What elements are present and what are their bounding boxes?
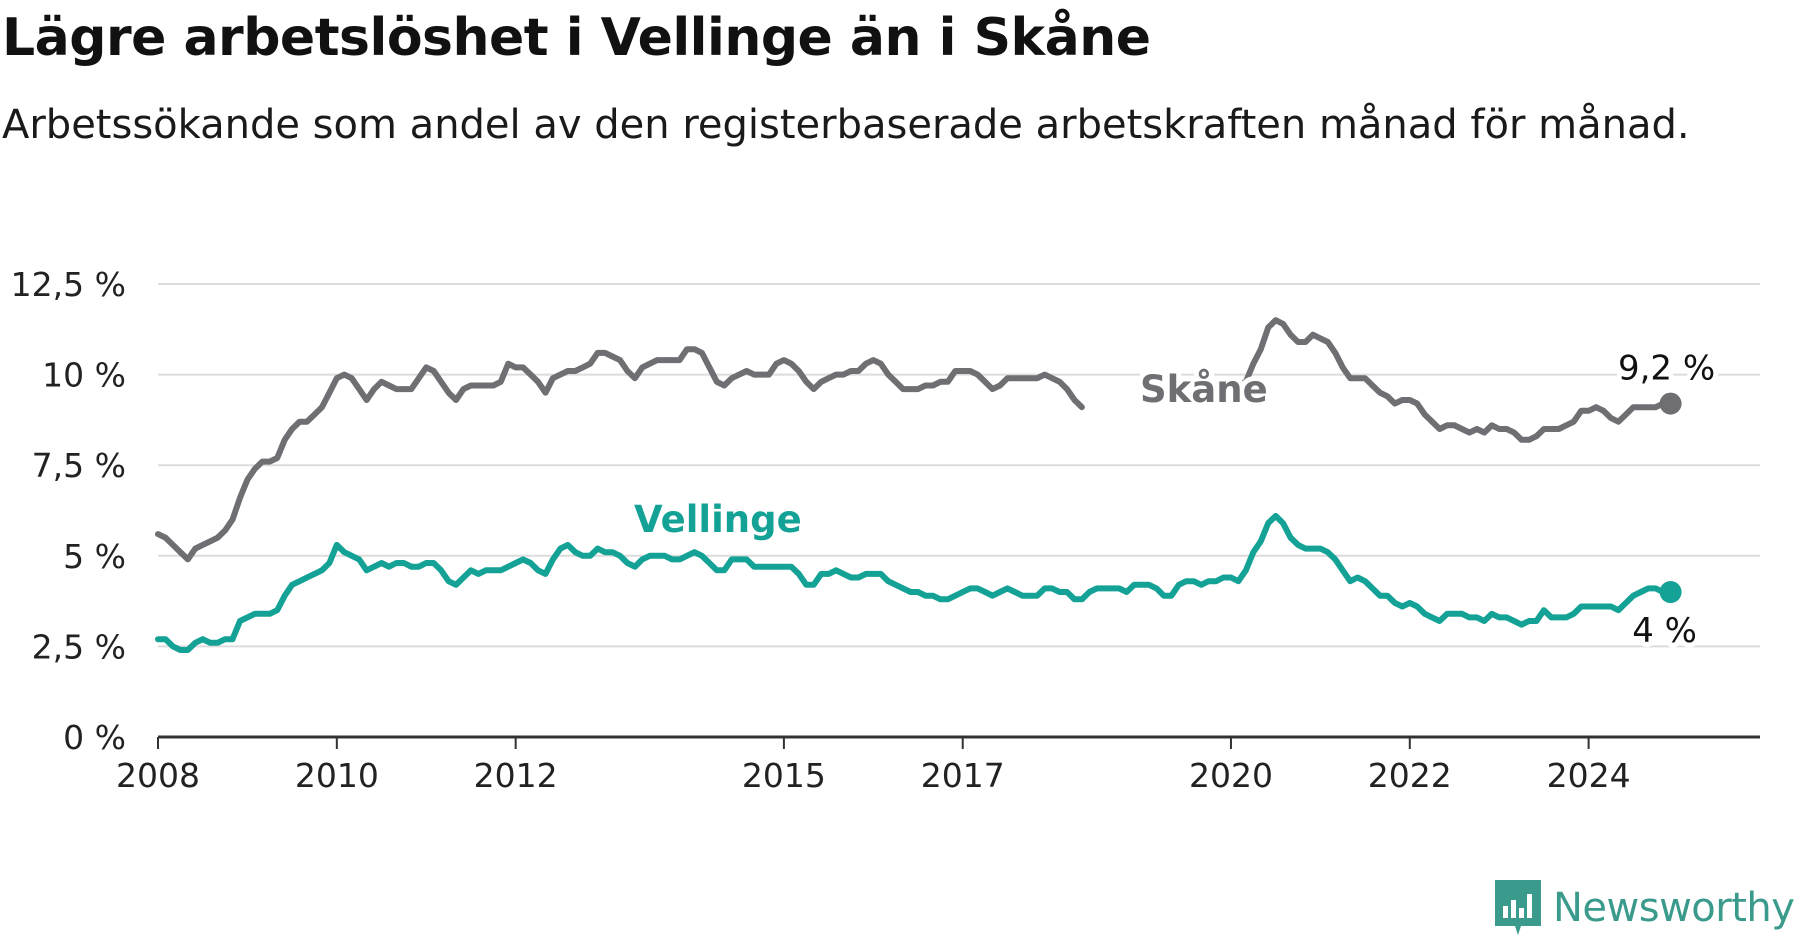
end-value-label-vellinge: 4 % [1632,611,1697,651]
series-end-marker-skåne [1659,392,1682,415]
y-tick-label: 2,5 % [32,627,126,666]
x-tick-label: 2017 [921,756,1005,795]
x-tick-label: 2010 [295,756,379,795]
brand-name: Newsworthy [1553,885,1795,931]
grid-lines [158,283,1760,648]
x-axis-ticks: 2008 2010 2012 2015 2017 2020 2022 2024 [116,735,1760,795]
series-line-vellinge [155,512,1674,653]
y-axis-ticks: 0 % 2,5 % 5 % 7,5 % 10 % 12,5 % [11,265,126,757]
newsworthy-logo[interactable]: Newsworthy [1495,880,1795,936]
x-tick-label: 2022 [1368,756,1452,795]
x-tick-label: 2015 [742,756,826,795]
y-tick-label: 7,5 % [32,446,126,485]
series-lines [155,317,1682,653]
y-tick-label: 5 % [63,537,126,576]
y-tick-label: 10 % [42,356,126,395]
chart-title: Lägre arbetslöshet i Vellinge än i Skåne [2,8,1151,68]
end-value-label-skane: 9,2 % [1618,349,1715,389]
series-labels: Skåne Vellinge 9,2 % 4 % [629,344,1720,656]
x-tick-label: 2008 [116,756,200,795]
newsworthy-bar-chart-icon [1495,880,1541,935]
x-tick-label: 2012 [474,756,558,795]
y-tick-label: 0 % [63,718,126,757]
series-line-skåne [155,317,1674,563]
y-tick-label: 12,5 % [11,265,126,304]
series-end-marker-vellinge [1659,581,1682,604]
series-label-vellinge: Vellinge [634,498,802,541]
x-tick-label: 2020 [1189,756,1273,795]
chart-subtitle: Arbetssökande som andel av den registerb… [2,102,1690,148]
x-tick-label: 2024 [1547,756,1631,795]
series-label-skane: Skåne [1140,368,1268,411]
